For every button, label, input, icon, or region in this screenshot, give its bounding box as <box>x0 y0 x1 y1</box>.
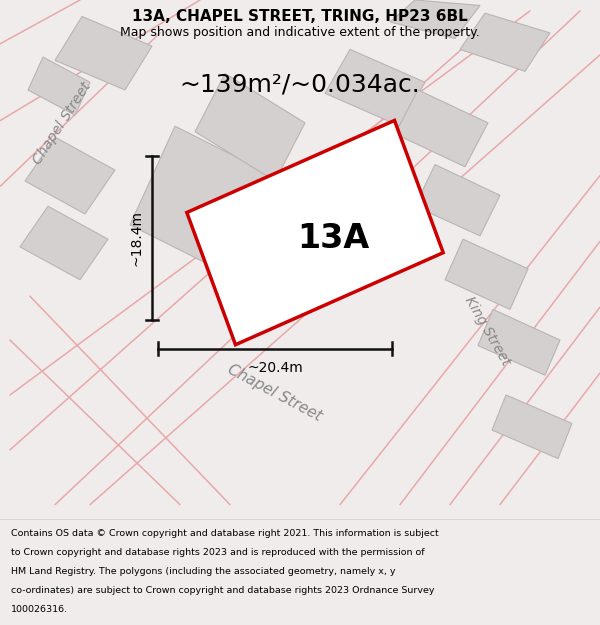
Polygon shape <box>478 309 560 375</box>
Text: 13A: 13A <box>297 222 369 254</box>
Polygon shape <box>20 206 108 280</box>
Text: King Street: King Street <box>461 294 512 368</box>
Polygon shape <box>415 164 500 236</box>
Polygon shape <box>390 0 480 38</box>
Text: Chapel Street: Chapel Street <box>226 362 325 424</box>
Text: HM Land Registry. The polygons (including the associated geometry, namely x, y: HM Land Registry. The polygons (includin… <box>11 567 395 576</box>
Polygon shape <box>55 16 152 90</box>
Text: Chapel Street: Chapel Street <box>30 79 94 166</box>
Text: Map shows position and indicative extent of the property.: Map shows position and indicative extent… <box>120 26 480 39</box>
Text: 13A, CHAPEL STREET, TRING, HP23 6BL: 13A, CHAPEL STREET, TRING, HP23 6BL <box>132 9 468 24</box>
Text: co-ordinates) are subject to Crown copyright and database rights 2023 Ordnance S: co-ordinates) are subject to Crown copyr… <box>11 586 434 595</box>
Text: ~139m²/~0.034ac.: ~139m²/~0.034ac. <box>179 72 421 96</box>
Text: ~18.4m: ~18.4m <box>129 210 143 266</box>
Polygon shape <box>395 90 488 167</box>
Polygon shape <box>460 13 550 71</box>
Polygon shape <box>28 57 90 115</box>
Text: ~20.4m: ~20.4m <box>247 361 303 374</box>
Text: 100026316.: 100026316. <box>11 605 68 614</box>
Polygon shape <box>187 121 443 345</box>
Polygon shape <box>445 239 528 309</box>
Polygon shape <box>325 49 425 126</box>
Text: Contains OS data © Crown copyright and database right 2021. This information is : Contains OS data © Crown copyright and d… <box>11 529 439 538</box>
Polygon shape <box>130 126 295 285</box>
Polygon shape <box>195 74 305 181</box>
Polygon shape <box>492 395 572 459</box>
Text: to Crown copyright and database rights 2023 and is reproduced with the permissio: to Crown copyright and database rights 2… <box>11 548 424 557</box>
Polygon shape <box>25 137 115 214</box>
